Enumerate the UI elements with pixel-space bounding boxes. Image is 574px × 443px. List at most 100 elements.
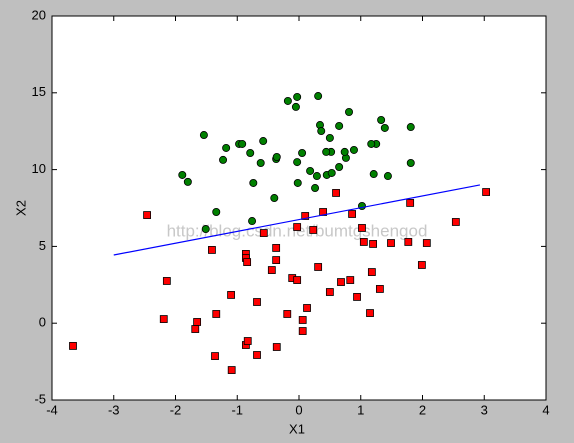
point [243, 337, 252, 345]
point [178, 170, 187, 179]
point [212, 207, 221, 216]
y-tick-label: 20 [32, 7, 46, 22]
point [238, 139, 247, 148]
point [259, 229, 268, 237]
point [303, 304, 311, 312]
point [375, 285, 384, 293]
point [183, 177, 192, 186]
line [113, 184, 481, 256]
y-tick-label: 0 [39, 315, 46, 330]
point [369, 170, 378, 179]
point [249, 178, 258, 187]
y-tick-label: 5 [39, 238, 46, 253]
point [417, 261, 426, 269]
point [267, 266, 276, 274]
point [306, 166, 315, 175]
point [348, 210, 357, 218]
point [366, 309, 374, 317]
point [314, 263, 323, 271]
point [312, 172, 321, 181]
point [309, 226, 318, 234]
point [335, 121, 344, 130]
point [322, 147, 331, 156]
point [191, 325, 200, 333]
point [283, 96, 292, 105]
point [317, 127, 326, 136]
point [311, 184, 320, 193]
point [451, 218, 460, 226]
point [291, 102, 300, 111]
point [358, 224, 366, 232]
x-tick-label: -3 [108, 402, 120, 417]
point [272, 343, 281, 351]
point [283, 310, 292, 318]
point [293, 158, 302, 167]
point [325, 288, 334, 296]
y-tick-label: 15 [32, 84, 46, 99]
point [367, 139, 376, 148]
point [406, 158, 415, 167]
point [298, 327, 307, 335]
point [369, 240, 378, 248]
x-tick-label: 4 [542, 402, 549, 417]
point [332, 189, 340, 197]
y-axis-label: X2 [13, 200, 28, 216]
y-tick-label: -5 [34, 391, 46, 406]
x-tick-label: -4 [46, 402, 58, 417]
point [293, 178, 302, 187]
point [327, 168, 336, 177]
point [248, 217, 257, 226]
point [367, 268, 376, 276]
point [159, 315, 168, 323]
point [272, 256, 281, 264]
point [272, 244, 281, 252]
point [259, 137, 268, 146]
point [387, 239, 395, 247]
point [270, 194, 279, 203]
point [293, 92, 302, 101]
x-tick-label: 1 [357, 402, 364, 417]
point [340, 147, 349, 156]
point [272, 153, 281, 162]
point [406, 199, 415, 207]
x-tick-label: -1 [231, 402, 243, 417]
point [380, 123, 389, 132]
x-tick-label: -2 [170, 402, 182, 417]
point [346, 276, 355, 284]
point [298, 316, 307, 324]
point [199, 131, 208, 140]
point [337, 278, 345, 286]
plot-area [52, 16, 546, 400]
point [253, 298, 261, 306]
x-tick-label: 2 [419, 402, 426, 417]
plot-frame [51, 15, 547, 401]
point [482, 188, 491, 196]
point [335, 162, 344, 171]
point [69, 342, 77, 350]
point [314, 92, 323, 101]
point [193, 318, 202, 326]
x-tick-label: 3 [481, 402, 488, 417]
x-tick-label: 0 [295, 402, 302, 417]
point [201, 225, 210, 234]
point [293, 276, 302, 284]
point [219, 155, 228, 164]
point [359, 238, 368, 246]
point [293, 223, 302, 231]
point [222, 143, 231, 152]
point [227, 291, 235, 299]
point [404, 238, 413, 246]
point [162, 277, 171, 285]
point [298, 149, 307, 158]
point [325, 133, 334, 142]
point [211, 352, 219, 360]
point [422, 239, 431, 247]
point [383, 172, 392, 181]
point [208, 246, 216, 254]
point [143, 211, 151, 219]
point [246, 149, 255, 158]
y-tick-label: 10 [32, 161, 46, 176]
point [253, 351, 261, 359]
